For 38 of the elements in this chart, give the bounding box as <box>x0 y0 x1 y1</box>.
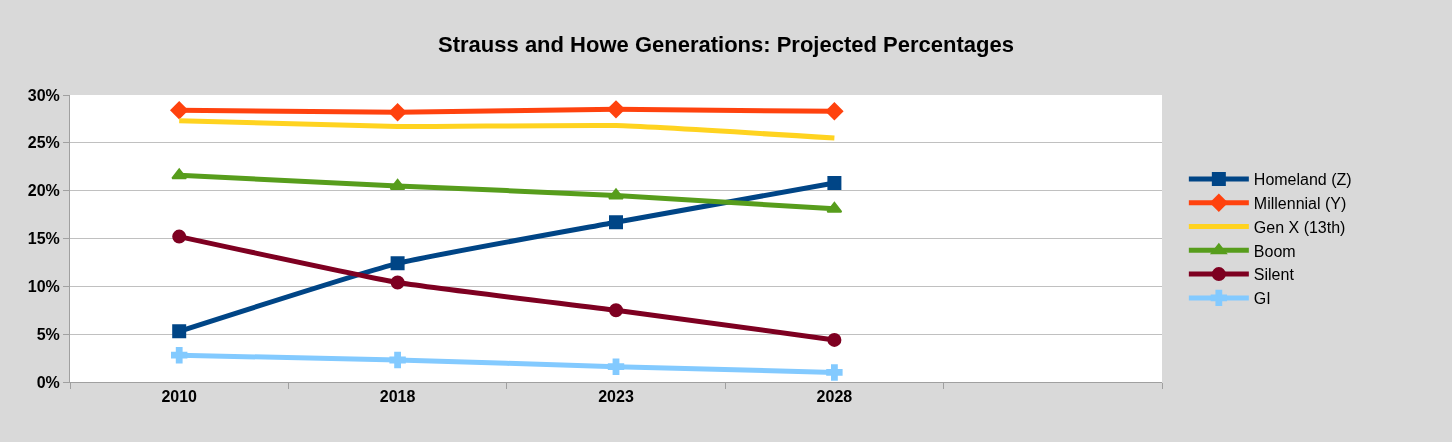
y-tick-label: 0% <box>36 373 60 391</box>
x-tick-label: 2023 <box>598 388 634 406</box>
point <box>607 100 625 119</box>
point <box>390 275 405 290</box>
y-tick-label: 10% <box>27 277 60 295</box>
point <box>607 358 625 375</box>
point <box>172 229 187 244</box>
point <box>609 303 623 318</box>
point <box>171 168 188 180</box>
point <box>171 347 188 364</box>
point <box>826 364 843 381</box>
point <box>389 178 406 190</box>
point <box>389 351 406 369</box>
chart-title: Strauss and Howe Generations: Projected Percentages <box>438 31 1014 57</box>
point <box>390 256 405 271</box>
point <box>827 176 842 191</box>
point <box>827 332 842 347</box>
point <box>388 103 407 122</box>
legend-label: Gen X (13th) <box>1253 218 1346 236</box>
legend-label: GI <box>1253 290 1271 308</box>
legend-label: Homeland (Z) <box>1253 171 1352 189</box>
point <box>170 101 188 120</box>
y-tick-label: 30% <box>27 86 60 104</box>
x-tick-label: 2010 <box>161 388 198 406</box>
x-tick-label: 2018 <box>379 388 416 406</box>
point <box>826 201 843 213</box>
y-tick-label: 5% <box>36 325 60 343</box>
legend-label: Boom <box>1253 242 1296 260</box>
point <box>825 102 844 121</box>
point <box>609 215 623 230</box>
point <box>608 188 624 200</box>
y-tick-label: 25% <box>27 134 60 152</box>
legend-label: Silent <box>1253 266 1295 284</box>
y-tick-label: 20% <box>27 182 60 200</box>
y-tick-label: 15% <box>27 230 60 248</box>
x-tick-label: 2028 <box>816 388 853 406</box>
point <box>172 324 187 339</box>
legend-label: Millennial (Y) <box>1253 194 1347 212</box>
